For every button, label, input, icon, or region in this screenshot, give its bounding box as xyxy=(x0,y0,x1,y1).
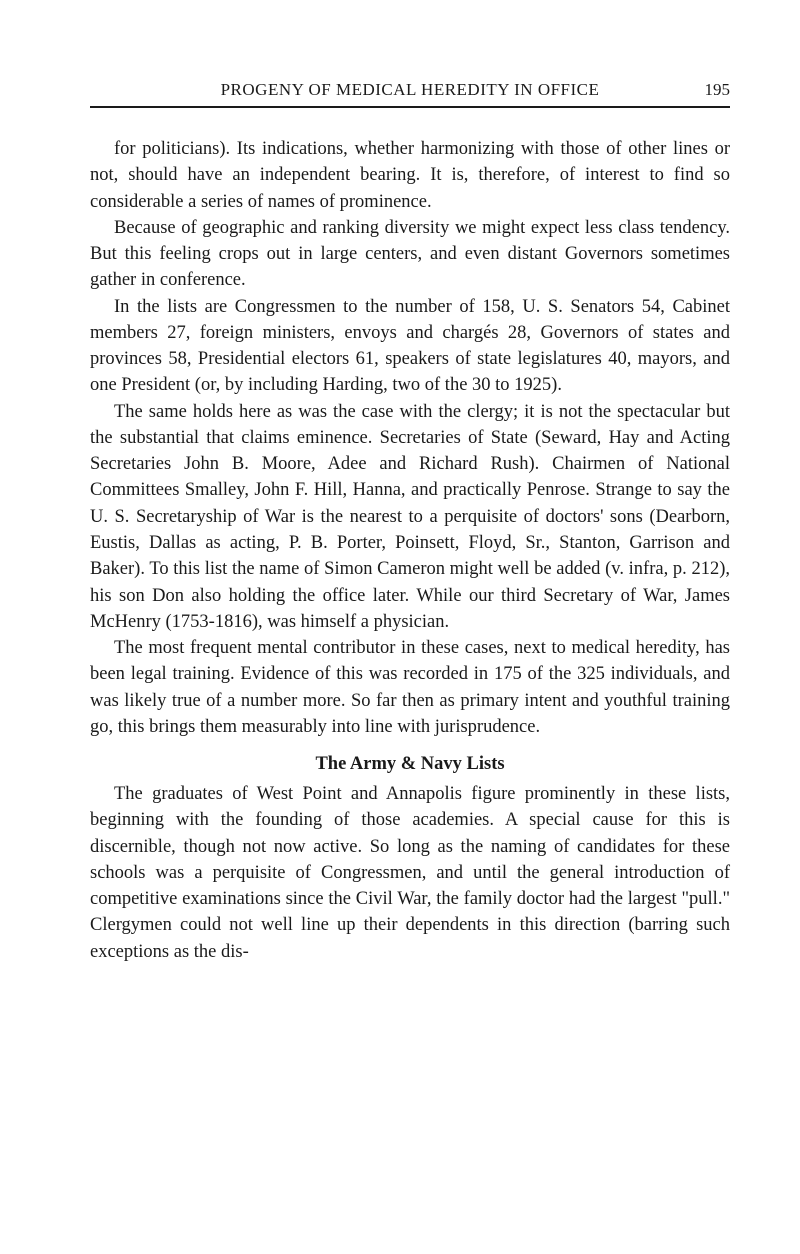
page-header: PROGENY OF MEDICAL HEREDITY IN OFFICE 19… xyxy=(90,80,730,108)
paragraph: The most frequent mental contributor in … xyxy=(90,635,730,740)
body-text: for politicians). Its indications, wheth… xyxy=(90,136,730,965)
section-heading: The Army & Navy Lists xyxy=(90,754,730,775)
paragraph: Because of geographic and ranking divers… xyxy=(90,215,730,294)
page-number: 195 xyxy=(680,80,730,100)
document-page: PROGENY OF MEDICAL HEREDITY IN OFFICE 19… xyxy=(0,0,800,1254)
header-title: PROGENY OF MEDICAL HEREDITY IN OFFICE xyxy=(140,80,680,100)
paragraph: for politicians). Its indications, wheth… xyxy=(90,136,730,215)
paragraph: The same holds here as was the case with… xyxy=(90,399,730,635)
paragraph: In the lists are Congressmen to the numb… xyxy=(90,294,730,399)
paragraph: The graduates of West Point and Annapoli… xyxy=(90,781,730,965)
